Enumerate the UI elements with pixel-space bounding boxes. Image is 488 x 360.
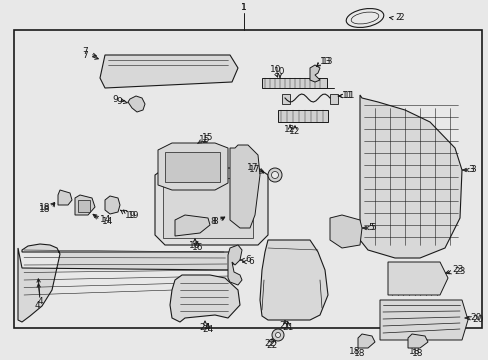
- Text: 13: 13: [319, 58, 331, 67]
- Text: 10: 10: [274, 68, 285, 77]
- Polygon shape: [175, 215, 209, 236]
- Text: 14: 14: [100, 216, 111, 225]
- Text: 2: 2: [397, 13, 403, 22]
- Polygon shape: [100, 55, 238, 88]
- Text: 5: 5: [369, 224, 375, 233]
- Polygon shape: [407, 334, 427, 348]
- Text: 23: 23: [453, 267, 465, 276]
- Text: 23: 23: [451, 266, 463, 274]
- Text: 18: 18: [39, 203, 50, 212]
- Polygon shape: [170, 275, 240, 322]
- Polygon shape: [309, 65, 319, 82]
- Bar: [282, 94, 289, 104]
- Text: 24: 24: [199, 324, 210, 333]
- Polygon shape: [357, 334, 374, 348]
- Text: 18: 18: [39, 206, 50, 215]
- Text: 18: 18: [348, 347, 360, 356]
- Polygon shape: [359, 95, 461, 258]
- Polygon shape: [227, 245, 242, 285]
- Text: 12: 12: [284, 126, 295, 135]
- Text: 11: 11: [341, 90, 353, 99]
- Text: 4: 4: [35, 301, 41, 310]
- Text: 10: 10: [270, 66, 281, 75]
- Text: 1: 1: [241, 4, 246, 13]
- Text: 13: 13: [321, 58, 333, 67]
- Text: 8: 8: [210, 217, 216, 226]
- Bar: [164, 152, 220, 182]
- Text: 19: 19: [125, 211, 136, 220]
- Text: 6: 6: [244, 256, 250, 265]
- Polygon shape: [379, 300, 467, 340]
- Text: 18: 18: [353, 350, 365, 359]
- Text: 3: 3: [469, 166, 475, 175]
- Text: 14: 14: [102, 217, 113, 226]
- Bar: [262, 78, 326, 88]
- Text: 22: 22: [264, 339, 275, 348]
- Ellipse shape: [346, 9, 383, 27]
- Text: 9: 9: [116, 98, 122, 107]
- Text: 15: 15: [202, 134, 213, 143]
- Polygon shape: [155, 168, 267, 245]
- Text: 12: 12: [289, 127, 300, 136]
- Text: 7: 7: [82, 50, 88, 59]
- Text: 17: 17: [248, 166, 260, 175]
- Text: 16: 16: [189, 240, 201, 249]
- Circle shape: [271, 171, 278, 179]
- Text: 15: 15: [199, 135, 210, 144]
- Text: 24: 24: [202, 325, 213, 334]
- Text: 22: 22: [266, 341, 277, 350]
- Polygon shape: [260, 240, 327, 320]
- Text: 8: 8: [212, 217, 218, 226]
- Text: 16: 16: [192, 243, 203, 252]
- Polygon shape: [58, 190, 72, 205]
- Polygon shape: [105, 196, 120, 214]
- Polygon shape: [75, 195, 95, 215]
- Polygon shape: [387, 262, 447, 295]
- Text: 4: 4: [38, 297, 43, 306]
- Text: 20: 20: [471, 315, 482, 324]
- Polygon shape: [128, 96, 145, 112]
- Text: 19: 19: [128, 211, 139, 220]
- Circle shape: [267, 168, 282, 182]
- Text: 17: 17: [246, 163, 258, 172]
- Circle shape: [275, 333, 280, 338]
- Bar: [163, 178, 252, 238]
- Circle shape: [271, 329, 284, 341]
- Bar: [14, 30, 481, 328]
- Bar: [329, 94, 337, 104]
- Text: 18: 18: [411, 350, 423, 359]
- Polygon shape: [18, 244, 235, 322]
- Polygon shape: [329, 215, 361, 248]
- Text: 20: 20: [469, 314, 480, 323]
- Polygon shape: [158, 143, 227, 190]
- Text: 18: 18: [408, 347, 420, 356]
- Text: 3: 3: [467, 166, 473, 175]
- Text: 2: 2: [394, 13, 400, 22]
- Ellipse shape: [350, 12, 378, 24]
- Text: 1: 1: [241, 4, 246, 13]
- Text: 6: 6: [247, 257, 253, 266]
- Text: 7: 7: [82, 48, 88, 57]
- Text: 21: 21: [279, 321, 290, 330]
- Text: 11: 11: [343, 90, 355, 99]
- Text: 21: 21: [282, 324, 293, 333]
- Polygon shape: [229, 145, 260, 228]
- Text: 9: 9: [112, 95, 118, 104]
- Text: 5: 5: [367, 224, 373, 233]
- Bar: [78, 200, 90, 212]
- Bar: [278, 110, 327, 122]
